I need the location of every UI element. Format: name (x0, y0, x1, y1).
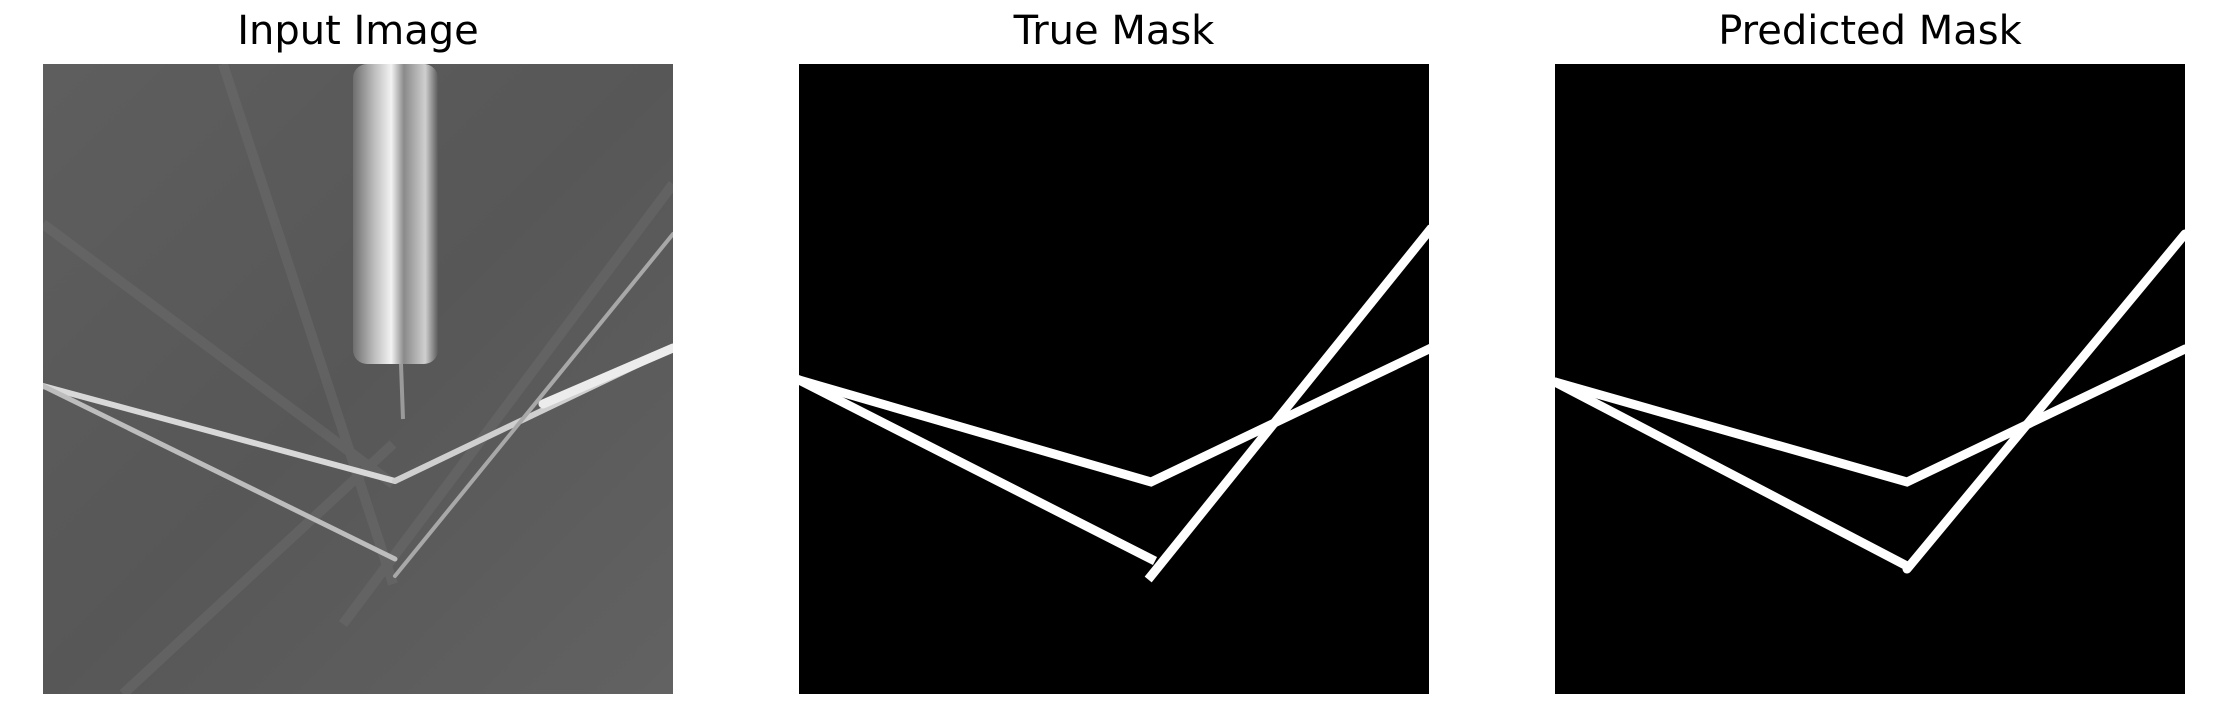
true-mask-image (799, 64, 1429, 694)
panel-true-mask: True Mask (799, 0, 1429, 710)
predicted-mask-image (1555, 64, 2185, 694)
panel-input-image: Input Image (43, 0, 673, 710)
mask-background (799, 64, 1429, 694)
panel-title: True Mask (1013, 8, 1215, 54)
faint-streaks (43, 64, 673, 694)
input-image (43, 64, 673, 694)
mask-background (1555, 64, 2185, 694)
rod (353, 64, 438, 364)
panel-title: Input Image (237, 8, 479, 54)
rod-tip (399, 363, 405, 420)
light-lines (43, 232, 673, 578)
mask-lines (799, 224, 1429, 583)
panel-title: Predicted Mask (1718, 8, 2022, 54)
panel-predicted-mask: Predicted Mask (1555, 0, 2185, 710)
mask-lines (1555, 229, 2185, 574)
